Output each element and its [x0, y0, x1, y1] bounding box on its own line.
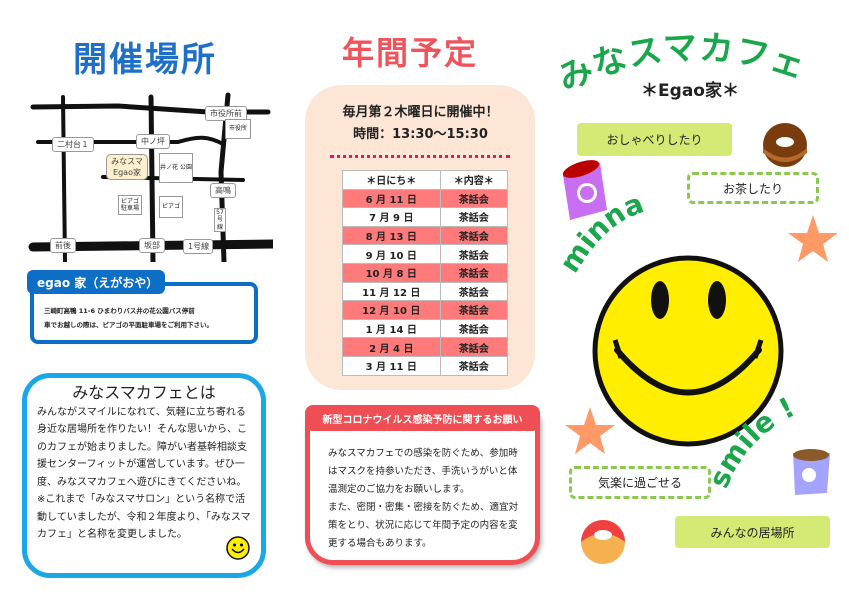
table-row: 1 月 14 日茶話会 [342, 318, 509, 339]
map-label: 中ノ坪 [136, 134, 170, 149]
date-cell: 12 月 10 日 [342, 300, 441, 320]
map-building: ピアゴ 駐車場 [118, 195, 142, 215]
date-cell: 2 月 4 日 [342, 337, 441, 357]
header-date: ＊日にち＊ [342, 170, 441, 190]
donut-brown-icon [763, 123, 807, 167]
content-cell: 茶話会 [439, 244, 509, 264]
cover-title-arc: みなスマカフェ [555, 28, 810, 95]
table-row: 11 月 12 日茶話会 [342, 281, 509, 302]
map-label: 前後 [50, 238, 76, 253]
map-building: ピアゴ [159, 196, 183, 218]
schedule-time: 時間：13:30〜15:30 [353, 127, 488, 142]
header-content: ＊内容＊ [439, 170, 509, 190]
corona-p1: みなスマカフェでの感染を防ぐため、参加時はマスクを持参いただき、手洗いうがいと体… [328, 448, 518, 495]
date-cell: 6 月 11 日 [342, 188, 441, 209]
content-cell: 茶話会 [439, 318, 509, 339]
content-cell: 茶話会 [439, 355, 509, 376]
about-body: みんながスマイルになれて、気軽に立ち寄れる身近な居場所を作りたい！そんな思いから… [37, 406, 247, 488]
star-icon [565, 407, 615, 454]
date-cell: 3 月 11 日 [342, 355, 441, 376]
map-building: 市役所 [225, 119, 251, 139]
table-row: 6 月 11 日茶話会 [342, 188, 509, 209]
content-cell: 茶話会 [439, 262, 509, 283]
content-cell: 茶話会 [439, 281, 509, 302]
table-row: 9 月 10 日茶話会 [342, 244, 509, 264]
access-map: 市役所前 市役所 二村台１ 中ノ坪 みなスマ Egao家 井ノ花 公園 高鳴 ピ… [28, 92, 273, 262]
date-cell: 8 月 13 日 [342, 225, 441, 246]
venue-address: 三崎町高鴨 11-6 ひまわりバス井の花公園バス停前 [44, 307, 195, 315]
donut-red-icon [581, 520, 625, 564]
smiley-icon [226, 536, 250, 560]
date-cell: 10 月 8 日 [342, 262, 441, 283]
tag-chat: おしゃべりしたり [577, 123, 732, 156]
star-icon [788, 215, 838, 262]
parking-note: 車でお越しの際は、ピアゴの平面駐車場をご利用下さい。 [44, 321, 213, 330]
content-cell: 茶話会 [439, 300, 509, 320]
table-row: 2 月 4 日茶話会 [342, 337, 509, 357]
venue-name: egao 家（えがおや） [27, 270, 165, 294]
mug-purple-icon [562, 160, 607, 220]
corona-title: 新型コロナウイルス感染予防に関するお願い [305, 405, 540, 431]
corona-p2: また、密閉・密集・密接を防ぐため、適宜対策をとり、状況に応じて年間予定の内容を変… [328, 502, 519, 549]
smiley-face-icon [592, 255, 784, 447]
map-building: 井ノ花 公園 [159, 153, 193, 183]
table-row: 8 月 13 日茶話会 [342, 225, 509, 246]
map-label: 坂部 [139, 238, 165, 253]
about-box: みなスマカフェとは みんながスマイルになれて、気軽に立ち寄れる身近な居場所を作り… [22, 373, 266, 578]
map-label: 二村台１ [52, 137, 94, 152]
date-cell: 7 月 9 日 [342, 207, 441, 227]
date-cell: 11 月 12 日 [342, 281, 441, 302]
schedule-info: 毎月第２木曜日に開催中！ 時間：13:30〜15:30 [318, 102, 523, 146]
map-venue-marker: みなスマ Egao家 [106, 154, 148, 180]
content-cell: 茶話会 [439, 188, 509, 209]
table-row: 3 月 11 日茶話会 [342, 355, 509, 376]
date-cell: 1 月 14 日 [342, 318, 441, 339]
map-label: 高鳴 [210, 183, 236, 198]
mug-blue-icon [793, 449, 830, 495]
corona-notice: みなスマカフェでの感染を防ぐため、参加時はマスクを持参いただき、手洗いうがいと体… [305, 410, 540, 565]
table-row: 7 月 9 日茶話会 [342, 207, 509, 227]
content-cell: 茶話会 [439, 207, 509, 227]
content-cell: 茶話会 [439, 225, 509, 246]
content-cell: 茶話会 [439, 337, 509, 357]
map-label: 1号線 [183, 239, 213, 254]
tag-tea: お茶したり [687, 172, 819, 204]
cover-subtitle: ＊Egao家＊ [641, 81, 739, 101]
venue-title: 開催場所 [73, 40, 217, 80]
schedule-title: 年間予定 [341, 34, 478, 72]
table-row: 12 月 10 日茶話会 [342, 300, 509, 320]
schedule-day: 毎月第２木曜日に開催中！ [342, 105, 499, 120]
tag-relax: 気楽に過ごせる [569, 466, 711, 499]
about-title: みなスマカフェとは [72, 383, 216, 402]
table-header: ＊日にち＊ ＊内容＊ [342, 170, 509, 190]
cover-illustration: minna smile ! [555, 123, 838, 564]
about-note: ※これまで「みなスマサロン」という名称で活動していましたが、令和２年度より、「み… [37, 494, 251, 540]
map-building: 57 号 線 [214, 208, 226, 232]
table-row: 10 月 8 日茶話会 [342, 262, 509, 283]
date-cell: 9 月 10 日 [342, 244, 441, 264]
dotted-divider [330, 155, 510, 158]
tag-place: みんなの居場所 [675, 516, 830, 548]
schedule-table: ＊日にち＊ ＊内容＊ 6 月 11 日茶話会 7 月 9 日茶話会 8 月 13 日… [342, 170, 509, 376]
